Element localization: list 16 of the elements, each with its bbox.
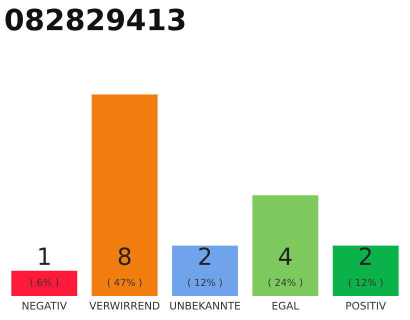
data-label: 1 ( 6% ) xyxy=(30,248,58,288)
data-label: 2 ( 12% ) xyxy=(348,247,383,288)
chart-title: 082829413 xyxy=(5,8,184,31)
data-label: 8 ( 47% ) xyxy=(108,247,142,288)
data-label: 4 ( 24% ) xyxy=(268,248,302,288)
x-tick-label: UNBEKANNTE xyxy=(170,302,240,310)
bar xyxy=(172,246,238,296)
bar xyxy=(332,246,399,296)
bar xyxy=(92,94,158,296)
data-label: 2 ( 12% ) xyxy=(188,247,222,288)
bar xyxy=(252,195,318,296)
x-tick-label: EGAL xyxy=(272,302,300,310)
bar xyxy=(11,270,78,296)
x-tick-label: POSITIV xyxy=(346,302,386,310)
x-tick-label: NEGATIV xyxy=(22,302,67,310)
x-tick-label: VERWIRREND xyxy=(89,302,160,310)
